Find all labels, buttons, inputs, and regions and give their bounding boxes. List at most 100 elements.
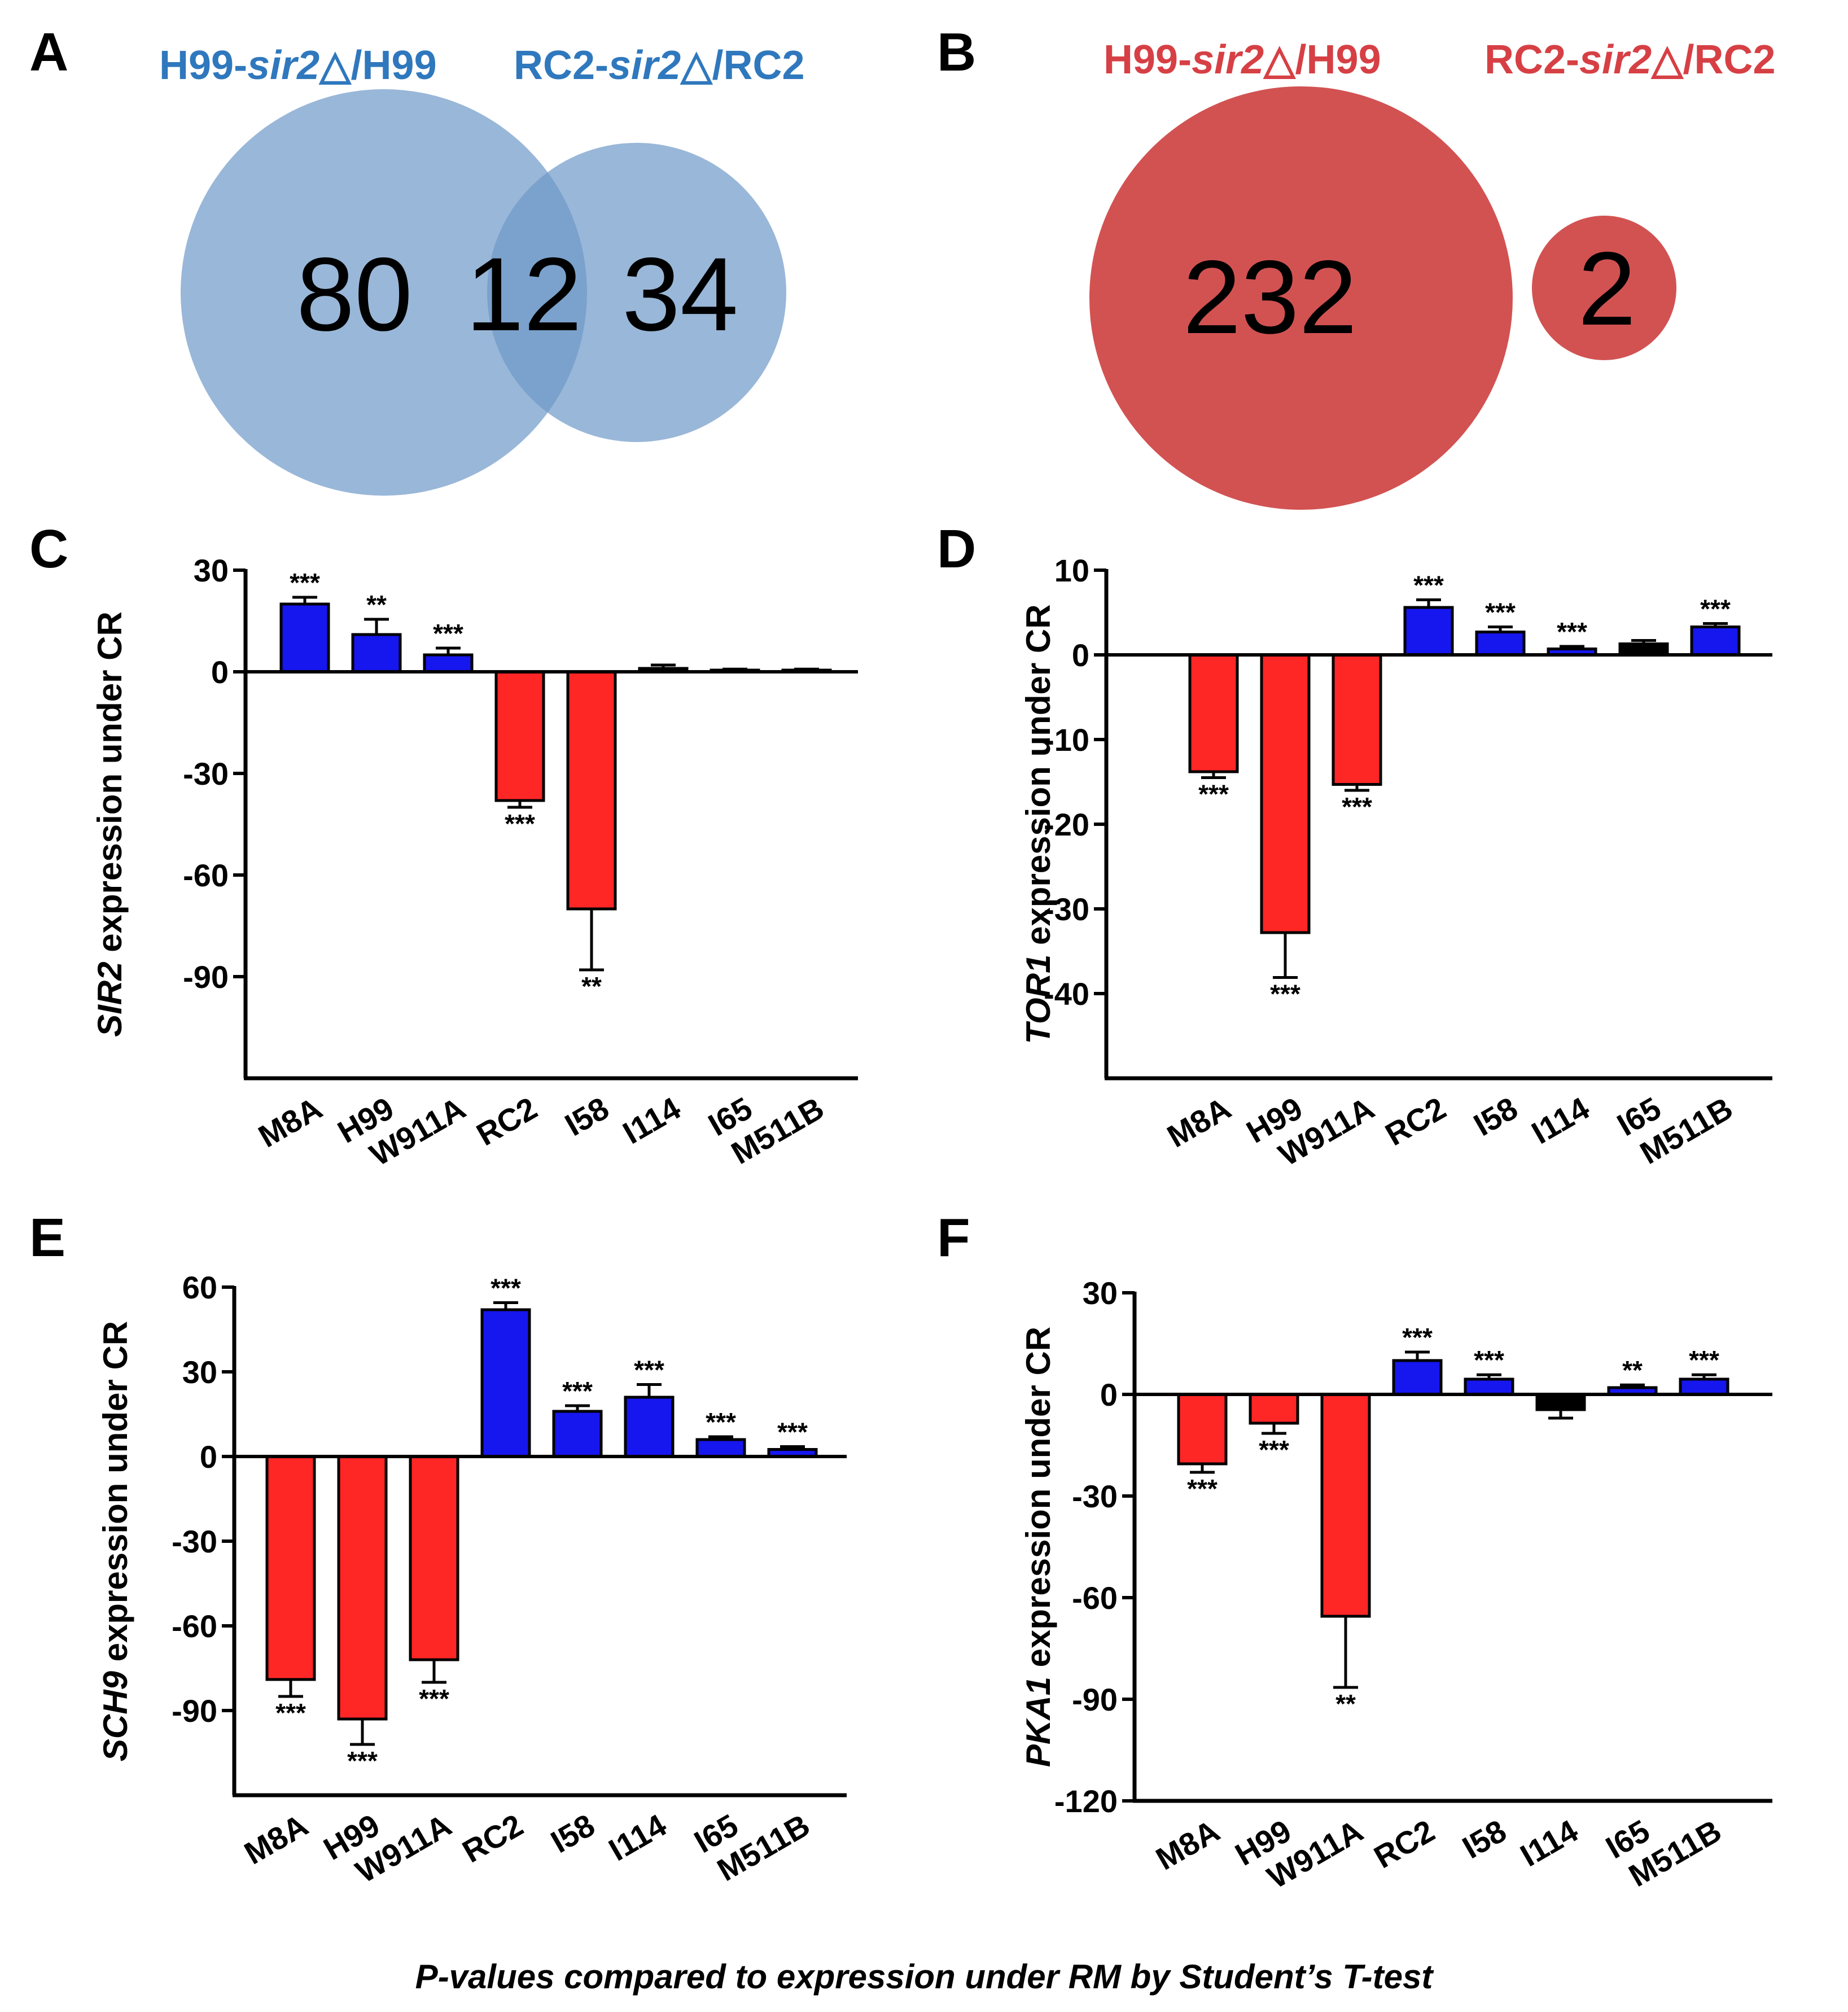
bar-e-h99 (337, 1455, 388, 1721)
panel-f-category-label: RC2 (1368, 1813, 1440, 1875)
venn-a-overlap-count: 12 (466, 237, 582, 353)
panel-e-category-label: RC2 (456, 1807, 529, 1870)
panel-c-y-tick-label: -30 (183, 756, 229, 791)
sig-label-d-5: *** (1557, 617, 1587, 646)
panel-d-category-label: I114 (1526, 1090, 1595, 1151)
sig-label-e-2: *** (419, 1684, 449, 1713)
panel-f-chart: F 300-30-60-90-120***M8A***H99**W911A***… (937, 1208, 1772, 1895)
panel-e-category-label: M8A (238, 1807, 314, 1871)
sig-label-d-3: *** (1413, 571, 1444, 600)
panel-d-y-tick-label: -20 (1044, 807, 1089, 842)
bar-d-m8a (1188, 653, 1239, 773)
footnote: P-values compared to expression under RM… (415, 1958, 1435, 1996)
panel-d-letter: D (937, 519, 976, 579)
panel-f-letter: F (937, 1208, 970, 1268)
panel-e-category-label: I58 (545, 1807, 601, 1860)
venn-b-right-count: 2 (1578, 231, 1636, 347)
bar-d-rc2 (1403, 606, 1454, 657)
bar-c-rc2 (494, 670, 545, 802)
panel-c-y-tick-label: -90 (183, 959, 229, 995)
panel-e-y-tick-label: -30 (172, 1524, 217, 1559)
sig-label-e-3: *** (491, 1274, 521, 1303)
panel-f-y-tick-label: -120 (1054, 1783, 1118, 1819)
panel-b-letter: B (937, 22, 976, 82)
bar-e-i114 (624, 1396, 675, 1458)
panel-f-category-label: I114 (1514, 1813, 1584, 1874)
panel-e-letter: E (29, 1208, 65, 1268)
panel-e-y-tick-label: 30 (182, 1354, 217, 1390)
sig-label-d-0: *** (1198, 780, 1229, 809)
bar-e-m8a (265, 1455, 316, 1681)
bar-f-i58 (1464, 1377, 1514, 1396)
bar-d-m511b (1690, 626, 1741, 657)
bar-c-w911a (423, 653, 474, 673)
sig-label-c-2: *** (433, 619, 463, 648)
panel-a-right-label: RC2-sir2△/RC2 (514, 43, 805, 88)
sig-label-e-1: *** (347, 1746, 378, 1775)
panel-f-y-tick-label: -60 (1072, 1580, 1118, 1616)
panel-b-left-label: H99-sir2△/H99 (1103, 37, 1381, 82)
sig-label-d-1: *** (1270, 979, 1300, 1009)
panel-d-category-label: M8A (1161, 1090, 1237, 1154)
bar-d-i58 (1475, 631, 1526, 657)
bar-e-w911a (409, 1455, 459, 1661)
sig-label-e-5: *** (634, 1355, 664, 1385)
venn-a-right-count: 34 (622, 237, 738, 353)
panel-d-y-axis-label: TOR1 expression under CR (1019, 604, 1057, 1044)
venn-a-left-circle (181, 89, 587, 496)
panel-e-y-tick-label: 0 (200, 1439, 217, 1475)
bar-c-i58 (566, 670, 617, 911)
panel-c-y-tick-label: 0 (211, 654, 229, 690)
panel-f-y-tick-label: 30 (1083, 1275, 1118, 1311)
sig-label-f-0: *** (1187, 1474, 1218, 1503)
panel-b-right-label: RC2-sir2△/RC2 (1484, 37, 1776, 82)
sig-label-c-3: *** (505, 809, 535, 838)
sig-label-f-2: ** (1335, 1689, 1356, 1718)
sig-label-d-7: *** (1700, 594, 1731, 624)
bar-f-m8a (1177, 1393, 1228, 1466)
bar-f-w911a (1320, 1393, 1371, 1618)
venn-b-left-count: 232 (1183, 239, 1357, 356)
panel-c-y-tick-label: -60 (183, 858, 229, 893)
sig-label-e-0: *** (275, 1698, 306, 1727)
sig-label-c-0: *** (290, 568, 320, 597)
panel-f-y-tick-label: -90 (1072, 1682, 1118, 1717)
panel-e-y-axis-label: SCH9 expression under CR (97, 1321, 134, 1761)
panel-d-y-tick-label: 0 (1072, 637, 1089, 673)
venn-b-right-circle (1532, 216, 1676, 360)
bar-f-h99 (1249, 1393, 1299, 1425)
panel-d-y-tick-label: 10 (1054, 553, 1089, 588)
panel-c-category-label: I114 (617, 1090, 686, 1151)
sig-label-f-7: *** (1689, 1345, 1719, 1375)
bar-c-h99 (351, 633, 402, 673)
bar-d-h99 (1260, 653, 1311, 934)
panel-b-venn: B H99-sir2△/H99 RC2-sir2△/RC2 232 2 (937, 22, 1776, 510)
bar-f-m511b (1679, 1377, 1729, 1396)
panel-c-category-label: I58 (559, 1090, 615, 1143)
venn-b-left-circle (1089, 86, 1513, 510)
panel-a-left-label: H99-sir2△/H99 (159, 43, 437, 88)
panel-a-venn: A H99-sir2△/H99 RC2-sir2△/RC2 80 12 34 (29, 22, 805, 496)
panel-f-category-label: I58 (1456, 1813, 1512, 1865)
sig-label-f-6: ** (1622, 1355, 1643, 1385)
sig-label-f-4: *** (1474, 1345, 1504, 1375)
panel-c-y-tick-label: 30 (194, 553, 229, 588)
sig-label-d-4: *** (1485, 598, 1516, 627)
sig-label-d-2: *** (1342, 792, 1372, 821)
bar-d-w911a (1332, 653, 1382, 786)
panel-c-category-label: RC2 (470, 1090, 543, 1153)
panel-e-y-tick-label: 60 (182, 1270, 217, 1305)
sig-label-f-3: *** (1402, 1323, 1433, 1352)
panel-c-chart: C 300-30-60-90***M8A**H99***W911A***RC2*… (29, 519, 858, 1173)
panel-f-y-axis-label: PKA1 expression under CR (1019, 1327, 1057, 1767)
panel-d-y-tick-label: -40 (1044, 976, 1089, 1012)
panel-a-letter: A (29, 22, 68, 82)
venn-a-left-count: 80 (296, 237, 413, 353)
panel-d-category-label: I58 (1468, 1090, 1523, 1143)
bar-f-i114 (1535, 1393, 1586, 1411)
sig-label-c-4: ** (581, 972, 602, 1001)
sig-label-e-4: *** (562, 1376, 593, 1406)
panel-f-y-tick-label: 0 (1100, 1377, 1118, 1412)
